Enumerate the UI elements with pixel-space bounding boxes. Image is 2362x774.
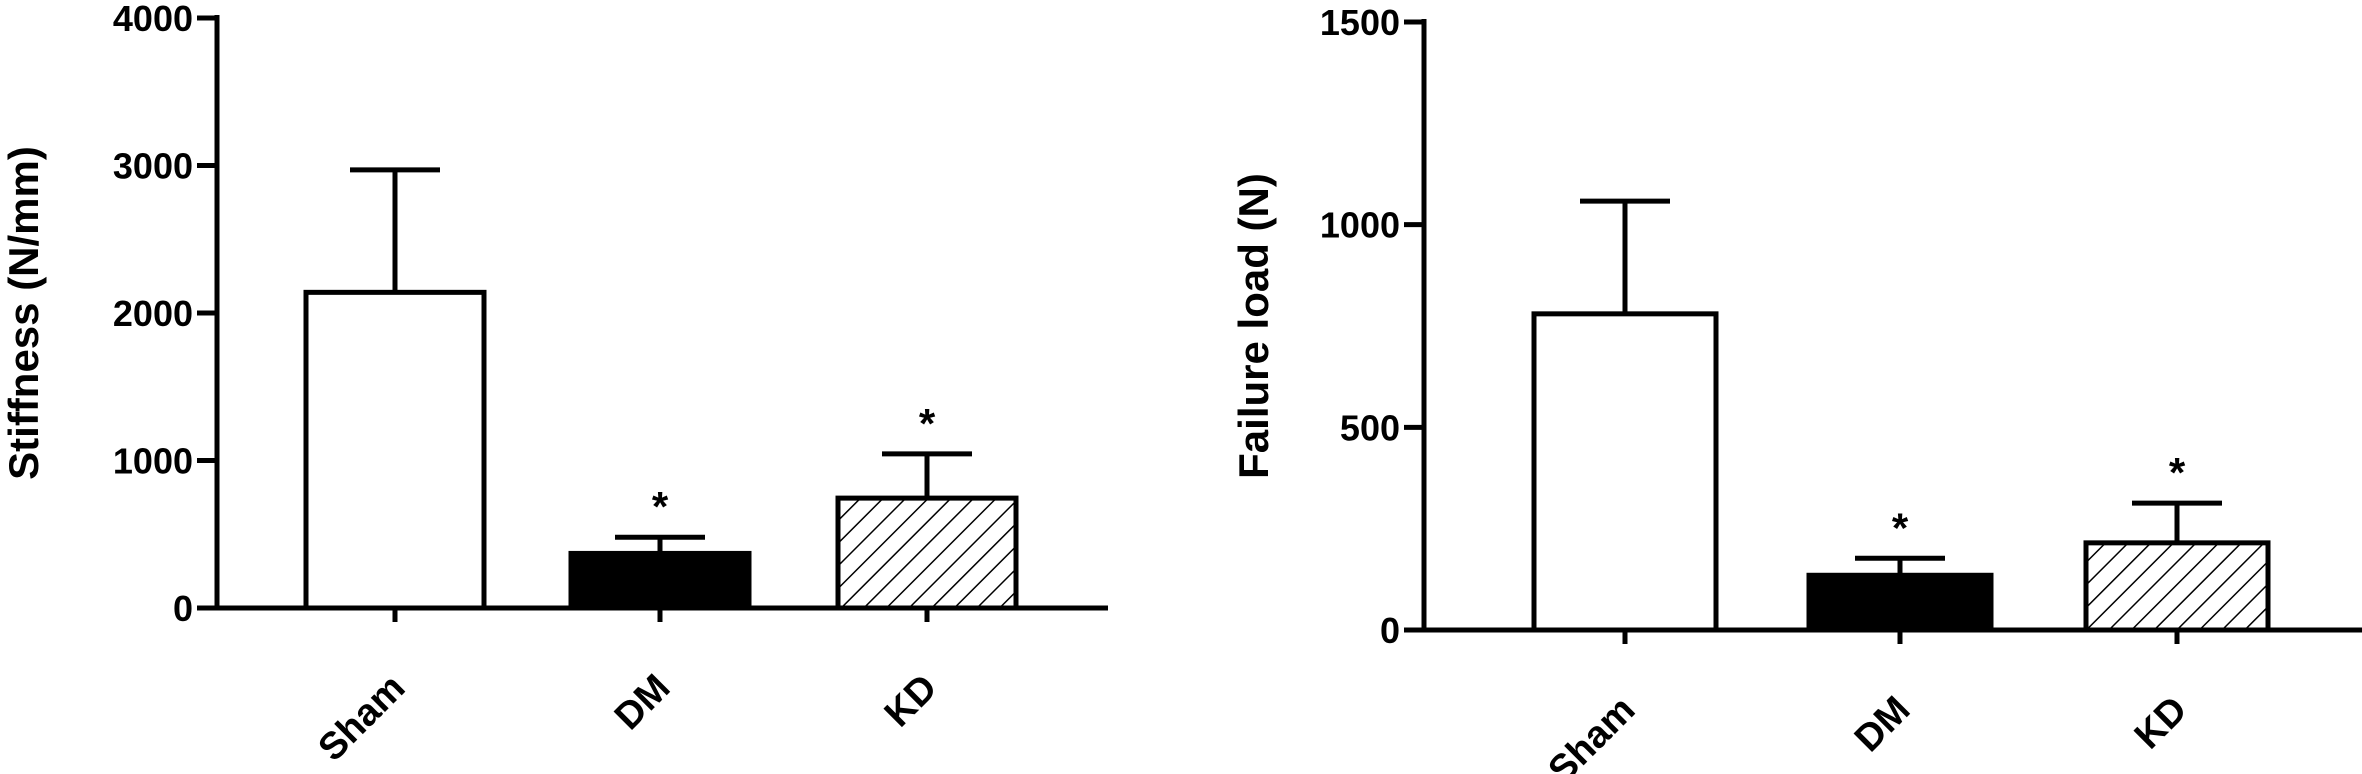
x-tick-label: DM bbox=[1847, 689, 1918, 760]
bar-sham bbox=[303, 289, 487, 611]
significance-marker: * bbox=[1892, 504, 1909, 551]
y-tick-label: 500 bbox=[1340, 407, 1400, 448]
y-tick-label: 0 bbox=[1380, 610, 1400, 651]
bar-sham bbox=[1531, 311, 1719, 633]
bar-dm bbox=[568, 550, 752, 611]
y-tick-label: 3000 bbox=[113, 146, 193, 187]
x-tick-label: KD bbox=[2127, 689, 2196, 758]
x-tick-label: Sham bbox=[310, 667, 413, 770]
y-tick-label: 0 bbox=[173, 588, 193, 629]
x-tick-label: KD bbox=[877, 667, 946, 736]
bar-kd bbox=[2083, 540, 2271, 633]
y-tick-label: 1000 bbox=[113, 441, 193, 482]
bar-kd bbox=[835, 495, 1019, 611]
y-axis-title: Stiffness (N/mm) bbox=[0, 146, 47, 480]
y-axis-title: Failure load (N) bbox=[1230, 173, 1277, 479]
y-tick-label: 1000 bbox=[1320, 205, 1400, 246]
failure-load-chart: Sham * DM * KD 0 500 1000 1500 Failure load (N) bbox=[1230, 2, 2362, 774]
significance-marker: * bbox=[652, 483, 669, 530]
bar-dm bbox=[1806, 572, 1994, 633]
y-tick-label: 2000 bbox=[113, 293, 193, 334]
y-tick-label: 1500 bbox=[1320, 2, 1400, 43]
x-tick-label: Sham bbox=[1540, 689, 1643, 774]
significance-marker: * bbox=[2169, 449, 2186, 496]
y-tick-label: 4000 bbox=[113, 0, 193, 39]
x-tick-label: DM bbox=[607, 667, 678, 738]
stiffness-chart: Sham * DM * KD 0 1000 2000 3000 4000 Stiffness (N/… bbox=[0, 0, 1108, 770]
significance-marker: * bbox=[919, 400, 936, 447]
